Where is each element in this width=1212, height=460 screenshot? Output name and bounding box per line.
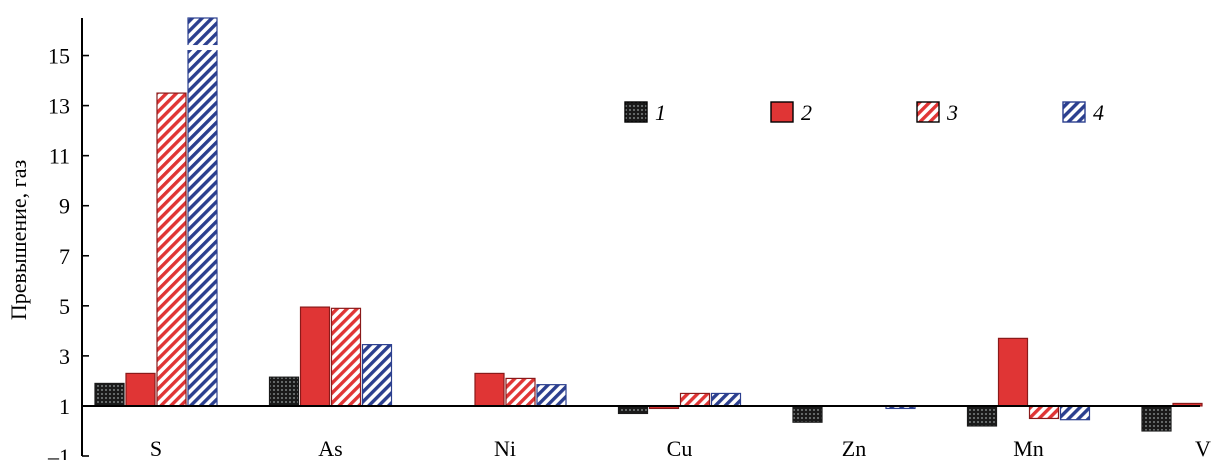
bar-mn-series-2 [997, 337, 1029, 407]
category-label: Mn [1013, 436, 1044, 460]
bars-layer [94, 17, 1203, 432]
category-label: Cu [667, 436, 693, 460]
bar-s-series-4 [187, 17, 218, 407]
y-tick-label: 13 [48, 94, 70, 119]
y-tick-label: 11 [49, 144, 70, 169]
y-tick-label: 7 [59, 244, 70, 269]
bar-as-series-1 [268, 376, 300, 407]
legend-label-4: 4 [1093, 100, 1104, 125]
bar-as-series-4 [361, 344, 393, 407]
legend-label-1: 1 [655, 100, 666, 125]
bar-ni-series-2 [474, 372, 505, 407]
bar-as-series-3 [330, 307, 362, 407]
bar-cu-series-4 [710, 392, 742, 407]
legend-swatch-3 [916, 101, 940, 123]
legend-label-3: 3 [946, 100, 958, 125]
category-labels: S As Ni Cu Zn Mn V [150, 436, 1211, 460]
bar-v-series-1 [1141, 405, 1172, 432]
category-label: Ni [494, 436, 516, 460]
y-tick-label: 1 [59, 394, 70, 419]
axes-layer [81, 18, 1200, 456]
y-axis-title: Превышение, газ [6, 160, 31, 320]
legend-swatch-4 [1062, 101, 1086, 123]
y-tick-label: 15 [48, 44, 70, 69]
bar-ni-series-3 [505, 377, 536, 407]
legend-label-2: 2 [801, 100, 812, 125]
bar-s-series-3 [156, 92, 187, 407]
bar-cu-series-3 [679, 392, 711, 407]
category-label: As [318, 436, 342, 460]
category-label: S [150, 436, 162, 460]
y-tick-label: 3 [59, 344, 70, 369]
category-label: Zn [842, 436, 866, 460]
y-tick-label: 9 [59, 194, 70, 219]
bar-as-series-2 [299, 306, 331, 407]
y-tick-label: –1 [47, 444, 70, 460]
legend: 1 2 3 4 [624, 100, 1104, 125]
bar-zn-series-1 [792, 405, 823, 423]
legend-swatch-2 [770, 101, 794, 123]
bar-ni-series-4 [536, 384, 567, 407]
bar-s-series-2 [125, 372, 156, 407]
axis-break-gap [187, 45, 218, 51]
bar-mn-series-1 [966, 405, 998, 427]
bar-mn-series-4 [1059, 405, 1091, 421]
bar-cu-series-1 [617, 405, 649, 415]
category-label: V [1195, 436, 1211, 460]
y-tick-label: 5 [59, 294, 70, 319]
bar-s-series-1 [94, 382, 125, 407]
bar-mn-series-3 [1028, 405, 1060, 420]
legend-swatch-1 [624, 101, 648, 123]
